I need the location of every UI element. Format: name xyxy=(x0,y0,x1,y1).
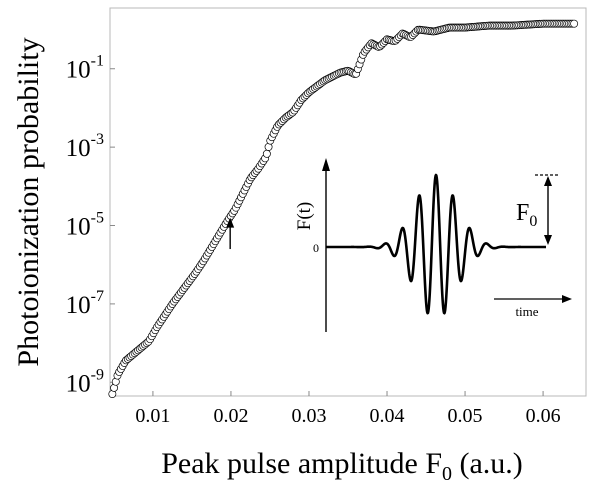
data-point xyxy=(262,149,271,158)
inset-pulse-diagram: F(t) 0 time F0 xyxy=(294,158,572,332)
x-tick-label: 0.03 xyxy=(291,405,326,427)
x-tick-label: 0.02 xyxy=(213,405,248,427)
x-tick-label: 0.04 xyxy=(370,405,405,427)
y-tick-label: 10-3 xyxy=(66,131,104,162)
data-points xyxy=(108,19,579,398)
x-tick-label: 0.06 xyxy=(526,405,561,427)
inset-zero-label: 0 xyxy=(313,241,319,255)
x-axis-label: Peak pulse amplitude F0 (a.u.) xyxy=(161,447,523,483)
data-point xyxy=(570,19,579,28)
x-axis-ticks xyxy=(152,391,544,396)
annotation-arrow-head xyxy=(226,217,235,228)
y-axis-tick-labels: 10-1 10-3 10-5 10-7 10-9 xyxy=(66,53,104,398)
inset-amplitude-arrowhead-top xyxy=(544,176,552,186)
inset-time-label: time xyxy=(515,304,538,319)
y-tick-label: 10-5 xyxy=(66,210,104,241)
inset-y-axis-arrowhead xyxy=(322,158,330,171)
x-tick-label: 0.05 xyxy=(448,405,483,427)
y-tick-label: 10-1 xyxy=(66,53,104,84)
x-tick-label: 0.01 xyxy=(135,405,170,427)
x-axis-label-subscript: 0 xyxy=(442,463,452,483)
plot-frame xyxy=(109,7,587,397)
inset-y-label: F(t) xyxy=(294,202,315,231)
annotation-arrow xyxy=(226,217,235,250)
y-tick-label: 10-7 xyxy=(66,288,104,319)
inset-amplitude-label: F0 xyxy=(516,200,537,230)
y-axis-label: Photoionization probability xyxy=(12,37,45,366)
inset-time-arrowhead xyxy=(562,295,572,303)
inset-amplitude-subscript: 0 xyxy=(529,213,537,230)
y-axis-ticks xyxy=(110,68,115,383)
x-axis-tick-labels: 0.01 0.02 0.03 0.04 0.05 0.06 xyxy=(135,405,560,427)
inset-amplitude-arrowhead-bottom xyxy=(544,235,552,245)
inset-pulse-waveform xyxy=(325,173,547,315)
y-tick-label: 10-9 xyxy=(66,366,104,397)
x-axis-label-suffix: (a.u.) xyxy=(452,447,523,480)
